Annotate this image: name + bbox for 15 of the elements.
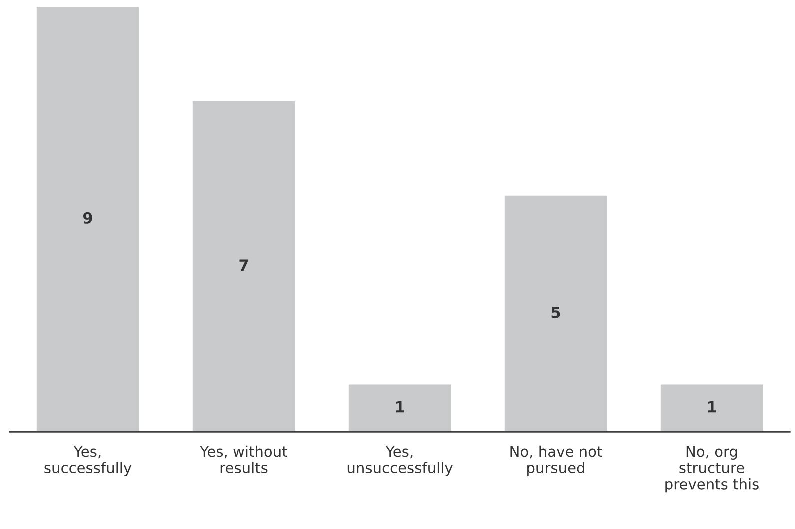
x-tick-label: No, org structure prevents this [666,446,759,493]
bar [660,384,764,432]
x-tick-label: Yes, successfully [44,446,132,476]
data-label: 1 [708,401,716,413]
bar [504,196,608,432]
x-tick-label: Yes, unsuccessfully [348,446,453,476]
bar [36,7,140,432]
data-label: 5 [552,307,560,318]
data-label: 7 [240,260,248,271]
bar [192,101,296,432]
x-tick-label: No, have not pursued [510,446,602,476]
bar [348,384,452,432]
x-tick-label: Yes, without results [200,446,288,474]
data-label: 1 [396,401,404,413]
data-label: 9 [83,212,92,224]
